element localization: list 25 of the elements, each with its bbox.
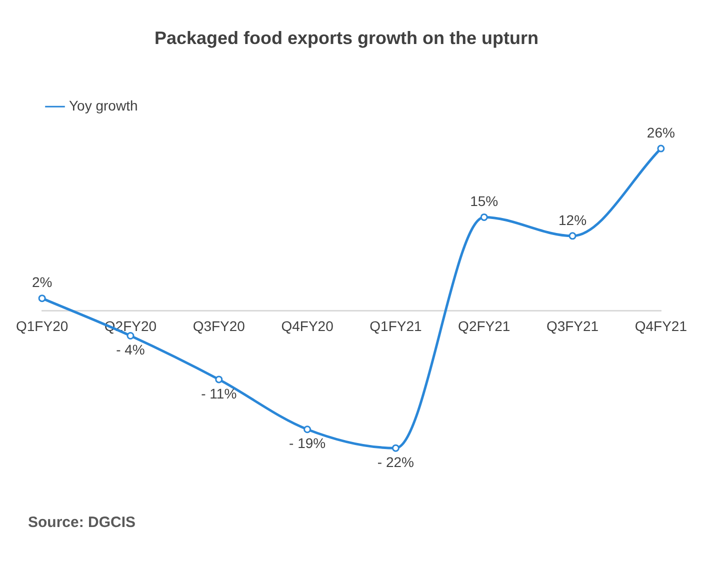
data-label: 2% (32, 274, 52, 290)
data-label: - 4% (116, 342, 145, 358)
legend-label: Yoy growth (69, 97, 138, 114)
chart-title: Packaged food exports growth on the upturn (154, 28, 539, 48)
x-tick-label: Q3FY20 (192, 318, 246, 334)
point (657, 144, 665, 152)
data-label: 12% (558, 212, 587, 228)
x-tick-label: Q4FY20 (281, 318, 334, 334)
point (480, 213, 488, 221)
x-tick-label: Q1FY21 (370, 318, 422, 334)
x-tick-label: Q4FY21 (634, 318, 688, 334)
point (568, 232, 576, 240)
x-tick-label: Q1FY20 (16, 318, 68, 334)
x-tick-label: Q3FY21 (546, 318, 599, 334)
point (304, 426, 312, 434)
data-label: 15% (470, 193, 498, 210)
point (392, 444, 400, 452)
x-tick-label: Q2FY21 (458, 318, 510, 334)
data-label: 26% (646, 124, 675, 140)
data-label: - 11% (201, 385, 237, 402)
data-label: - 19% (289, 435, 326, 452)
data-label: - 22% (377, 454, 414, 470)
point (38, 294, 46, 302)
source-note: Source: DGCIS (28, 514, 137, 531)
point (215, 376, 223, 384)
